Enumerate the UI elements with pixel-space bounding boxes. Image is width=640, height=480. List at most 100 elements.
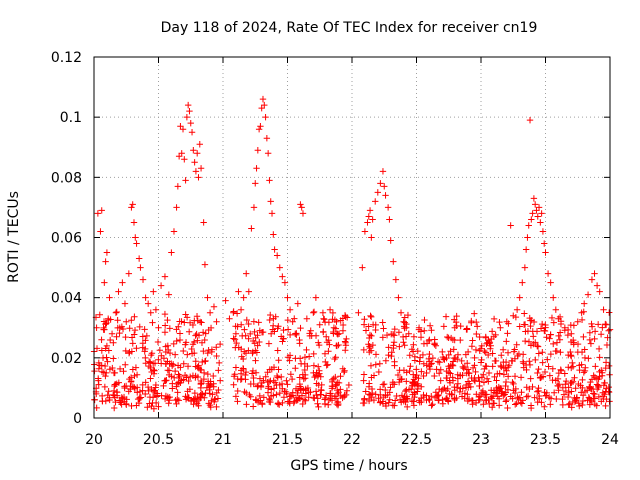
data-point: [437, 377, 444, 384]
x-tick-label: 23: [472, 432, 490, 448]
data-point: [439, 386, 447, 393]
data-point: [234, 387, 241, 395]
data-point: [379, 334, 387, 341]
data-point: [366, 207, 374, 214]
data-point: [565, 401, 572, 408]
data-point: [471, 354, 478, 362]
data-point: [95, 365, 103, 372]
data-point: [128, 348, 136, 355]
data-point: [471, 310, 478, 317]
data-point: [406, 352, 413, 359]
data-point: [170, 374, 178, 381]
data-point: [339, 327, 347, 334]
data-point: [249, 337, 257, 345]
data-point: [476, 333, 483, 341]
data-point: [271, 246, 278, 253]
data-point: [419, 351, 427, 359]
data-point: [414, 380, 421, 388]
data-point: [288, 392, 295, 400]
data-point: [453, 394, 460, 402]
x-tick-label: 22.5: [401, 432, 432, 448]
data-point: [172, 396, 179, 404]
data-point: [509, 379, 516, 386]
data-point: [266, 316, 273, 324]
data-point: [280, 326, 287, 334]
data-point: [511, 355, 519, 362]
data-point: [385, 344, 392, 351]
data-point: [391, 325, 398, 333]
data-point: [119, 279, 126, 286]
data-point: [489, 350, 496, 357]
data-point: [414, 382, 422, 389]
data-point: [174, 395, 181, 403]
data-point: [94, 210, 102, 217]
data-point: [279, 385, 286, 392]
data-point: [122, 400, 130, 408]
data-point: [571, 374, 578, 381]
data-point: [372, 321, 379, 329]
data-point: [204, 349, 211, 357]
data-point: [230, 335, 237, 342]
data-point: [361, 396, 368, 403]
data-point: [122, 347, 129, 355]
data-point: [562, 377, 570, 385]
data-point: [418, 368, 425, 375]
data-point: [105, 347, 113, 354]
data-point: [504, 349, 512, 356]
data-point: [466, 380, 473, 387]
data-point: [321, 319, 329, 326]
data-point: [286, 357, 293, 364]
data-point: [368, 332, 375, 340]
data-point: [328, 376, 336, 384]
data-point: [375, 368, 383, 376]
data-point: [156, 347, 164, 354]
data-point: [521, 321, 529, 328]
data-point: [583, 387, 591, 394]
data-point: [529, 210, 536, 217]
data-point: [586, 336, 594, 344]
data-point: [386, 216, 393, 223]
data-point: [182, 177, 189, 184]
data-point: [439, 348, 446, 356]
data-point: [584, 291, 592, 298]
data-point: [141, 326, 148, 333]
data-point: [519, 397, 526, 404]
data-point: [500, 371, 508, 378]
data-point: [490, 333, 498, 340]
data-point: [116, 365, 124, 373]
data-point: [394, 371, 402, 379]
data-point: [267, 198, 274, 205]
data-point: [557, 348, 564, 356]
data-point: [196, 393, 204, 401]
data-point: [154, 338, 162, 346]
data-point: [233, 310, 241, 317]
data-point: [595, 393, 603, 401]
data-point: [491, 373, 498, 381]
data-point: [147, 351, 155, 359]
data-point: [104, 315, 112, 322]
data-point: [541, 327, 549, 335]
data-point: [458, 393, 466, 400]
data-point: [191, 317, 198, 324]
data-point: [243, 270, 250, 277]
data-point: [395, 294, 402, 301]
data-point: [444, 385, 451, 393]
data-point: [493, 384, 500, 392]
data-point: [416, 358, 423, 365]
data-point: [213, 389, 220, 397]
data-point: [217, 377, 224, 384]
data-point: [521, 310, 528, 317]
data-point: [402, 324, 410, 331]
data-point: [187, 119, 194, 127]
data-point: [585, 355, 592, 362]
data-point: [381, 183, 388, 190]
data-point: [268, 210, 276, 217]
data-point: [249, 367, 257, 375]
data-point: [391, 358, 398, 365]
data-point: [181, 156, 188, 163]
data-point: [572, 385, 579, 392]
data-point: [504, 330, 511, 337]
data-point: [390, 342, 397, 349]
data-point: [389, 402, 397, 409]
